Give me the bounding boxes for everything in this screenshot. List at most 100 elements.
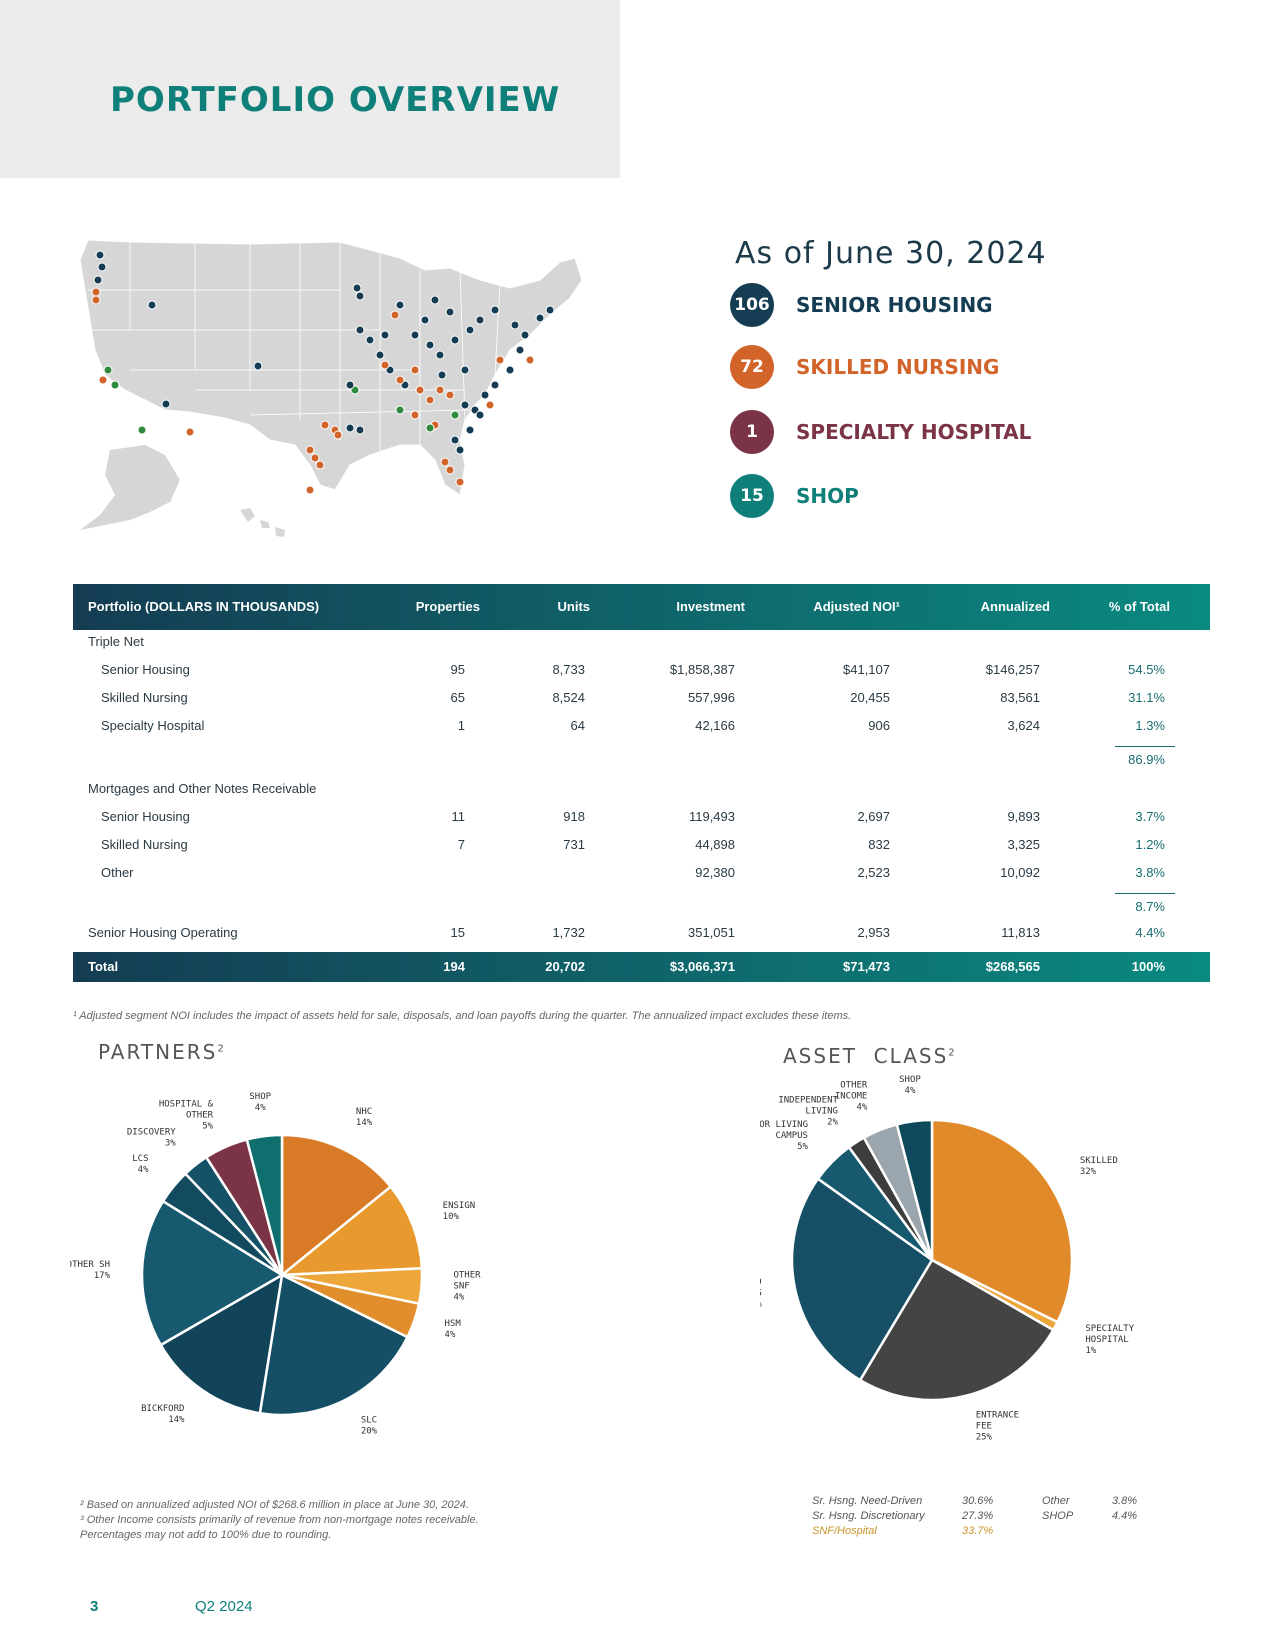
pie-slice-other-sh: [140, 1199, 285, 1347]
facility-dot: [440, 457, 450, 467]
table-cell: 11,813: [1001, 925, 1040, 940]
facility-dot: [445, 390, 455, 400]
table-cell: Specialty Hospital: [101, 718, 205, 733]
section-label: Mortgages and Other Notes Receivable: [88, 781, 317, 796]
facility-dot: [95, 250, 105, 260]
us-portfolio-map: [79, 240, 583, 537]
pie-label: HOSPITAL & OTHER 5%: [159, 1099, 214, 1131]
table-cell: 2,697: [857, 809, 890, 824]
facility-dot: [375, 350, 385, 360]
footnote-adjusted-noi: ¹ Adjusted segment NOI includes the impa…: [73, 1010, 852, 1022]
map-dots: [91, 250, 555, 495]
facility-dot: [97, 262, 107, 272]
pie-label: SHOP 4%: [899, 1075, 921, 1096]
table-total-row: Total 194 20,702 $3,066,371 $71,473 $268…: [73, 952, 1210, 982]
table-cell: Skilled Nursing: [101, 690, 188, 705]
facility-dot: [490, 380, 500, 390]
category-label: SHOP: [796, 484, 859, 508]
facility-dot: [380, 330, 390, 340]
facility-dot: [91, 295, 101, 305]
subtotal-row: 8.7%: [1135, 899, 1165, 914]
facility-dot: [352, 283, 362, 293]
facility-dot: [465, 425, 475, 435]
table-cell: 1,732: [552, 925, 585, 940]
page-number: 3: [90, 1598, 99, 1615]
facility-dot: [147, 300, 157, 310]
table-row: Specialty Hospital 1 64 42,166 906 3,624 1.3%: [73, 718, 1210, 742]
pie-slice-nhc: [280, 1133, 393, 1278]
facility-dot: [425, 423, 435, 433]
facility-dot: [450, 435, 460, 445]
facility-dot: [395, 300, 405, 310]
table-cell: 3,624: [1007, 718, 1040, 733]
col-units: Units: [557, 599, 591, 614]
facility-dot: [455, 445, 465, 455]
pie-slice-ensign: [278, 1184, 424, 1277]
alaska-shape: [80, 445, 180, 530]
table-cell: $41,107: [843, 662, 890, 677]
table-cell: 11: [451, 809, 466, 824]
pie-slice-assisted-living: [790, 1177, 934, 1382]
table-cell: 54.5%: [1128, 662, 1165, 677]
table-cell: 1: [457, 718, 465, 733]
count-badge: 72: [730, 345, 774, 389]
facility-dot: [420, 315, 430, 325]
title-band: [0, 0, 620, 178]
pie-label: ENSIGN 10%: [443, 1201, 476, 1222]
facility-dot: [450, 410, 460, 420]
section-label: Triple Net: [88, 634, 144, 649]
table-cell: 42,166: [695, 718, 735, 733]
asset-class-title: ASSET CLASS2: [783, 1044, 957, 1068]
facility-dot: [310, 453, 320, 463]
pie-label: OTHER SH 17%: [70, 1260, 111, 1281]
category-label: SKILLED NURSING: [796, 355, 1000, 379]
facility-dot: [410, 365, 420, 375]
facility-dot: [395, 375, 405, 385]
facility-dot: [450, 335, 460, 345]
facility-dot: [485, 400, 495, 410]
table-cell: 64: [570, 718, 585, 733]
table-cell: 351,051: [688, 925, 735, 940]
table-cell: 2,953: [857, 925, 890, 940]
table-cell: 44,898: [695, 837, 735, 852]
pie-label: SHOP 4%: [249, 1092, 271, 1113]
facility-dot: [253, 361, 263, 371]
facility-dot: [520, 330, 530, 340]
facility-dot: [305, 485, 315, 495]
table-cell: 3.7%: [1135, 809, 1165, 824]
facility-dot: [425, 340, 435, 350]
facility-dot: [435, 350, 445, 360]
facility-dot: [185, 427, 195, 437]
table-cell: 832: [868, 837, 890, 852]
col-annualized: Annualized: [980, 599, 1050, 614]
facility-dot: [415, 385, 425, 395]
category-specialty-hospital: 1 SPECIALTY HOSPITAL: [730, 409, 1031, 455]
table-cell: 3,325: [1007, 837, 1040, 852]
facility-dot: [460, 400, 470, 410]
table-cell: 1.2%: [1135, 837, 1165, 852]
facility-dot: [110, 380, 120, 390]
facility-dot: [355, 425, 365, 435]
pie-slice-shop: [245, 1133, 284, 1276]
footnotes: ² Based on annualized adjusted NOI of $2…: [80, 1499, 479, 1541]
count-badge: 106: [730, 283, 774, 327]
table-cell: 9,893: [1007, 809, 1040, 824]
pie-label: ENTRANCE FEE 25%: [976, 1410, 1019, 1442]
facility-dot: [425, 395, 435, 405]
category-skilled-nursing: 72 SKILLED NURSING: [730, 344, 999, 390]
pie-slice-skilled: [930, 1118, 1074, 1324]
state-borders: [88, 242, 501, 455]
facility-dot: [395, 405, 405, 415]
pie-label: SLC 20%: [361, 1415, 378, 1436]
asset-class-pie-chart: SKILLED 32% SPECIALTY HOSPITAL 1% ENTRANCE FEE…: [760, 1075, 1135, 1442]
facility-dot: [545, 305, 555, 315]
col-adjusted-noi: Adjusted NOI¹: [813, 599, 900, 614]
as-of-date: As of June 30, 2024: [735, 236, 1047, 271]
table-cell: $1,858,387: [669, 662, 735, 677]
facility-dot: [535, 313, 545, 323]
pie-label: ASSISTEDLIVING26%: [760, 1278, 762, 1310]
table-cell: 557,996: [688, 690, 735, 705]
pie-slice-bickford: [159, 1272, 284, 1415]
table-cell: 31.1%: [1128, 690, 1165, 705]
category-shop: 15 SHOP: [730, 473, 859, 519]
